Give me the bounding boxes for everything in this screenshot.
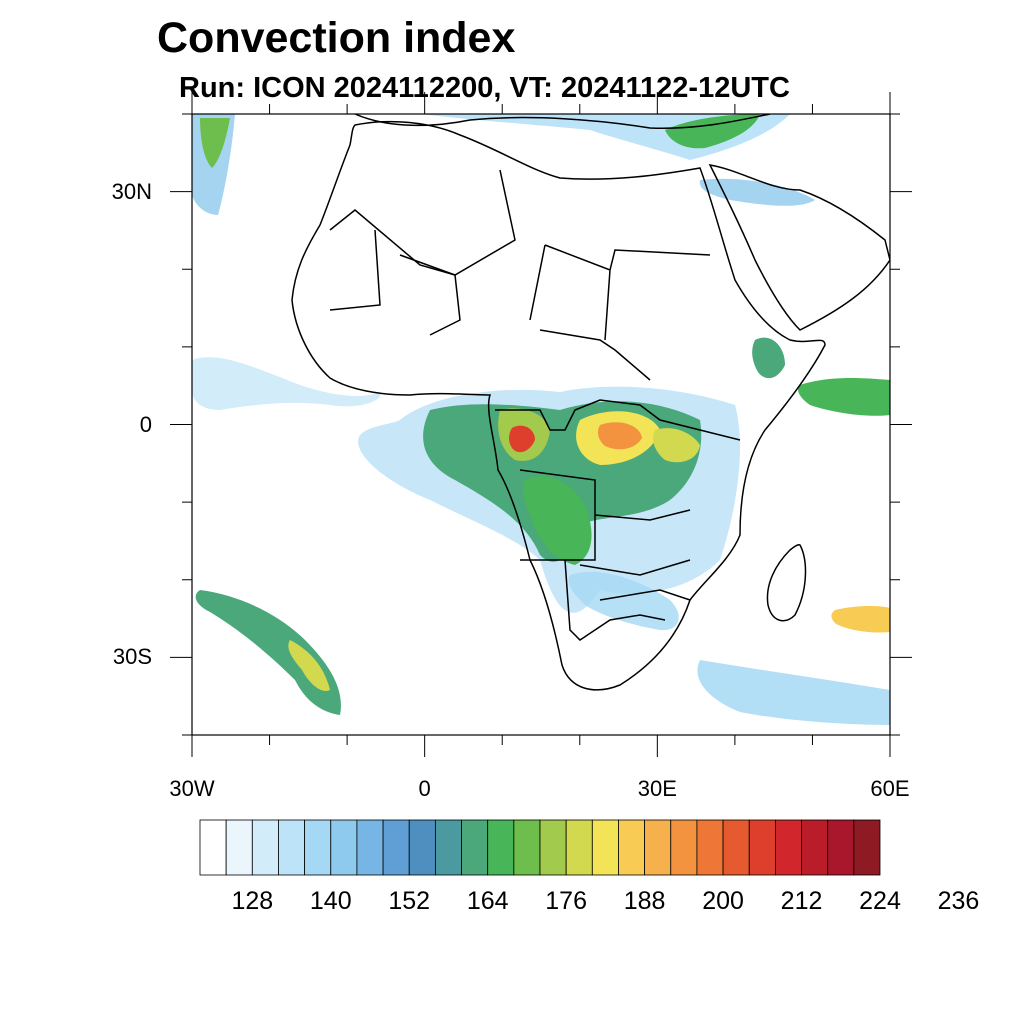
y-tick-label: 30S [112, 644, 152, 670]
colorbar-swatch [565, 819, 593, 876]
colorbar-swatch [251, 819, 279, 876]
map-title: Convection index [157, 14, 516, 62]
field-yellow-lakes [653, 428, 700, 463]
field-green-top-right [665, 114, 760, 149]
colorbar-swatch [461, 819, 489, 876]
colorbar-label: 164 [466, 887, 509, 915]
x-tick-label: 0 [418, 776, 431, 801]
field-light-south-africa [568, 571, 679, 631]
colorbar-swatch [801, 819, 829, 876]
field-green-southwest-plume [195, 590, 341, 715]
border-sahara-2 [329, 209, 651, 381]
colorbar-swatch [356, 819, 384, 876]
colorbar-swatch [748, 819, 776, 876]
colorbar-label: 200 [702, 887, 744, 915]
colorbar-swatch [278, 819, 306, 876]
field-green-east-ocean [798, 377, 890, 416]
colorbar-label: 236 [937, 887, 980, 915]
y-tick-label: 0 [139, 411, 152, 437]
colorbar-swatch [853, 819, 881, 876]
colorbar-swatch [408, 819, 436, 876]
colorbar-swatch [696, 819, 724, 876]
field-yellow-se-ocean [831, 605, 890, 633]
colorbar-label: 152 [388, 887, 431, 915]
colorbar-swatch [330, 819, 358, 876]
colorbar-swatch [513, 819, 541, 876]
colorbar [199, 819, 881, 876]
colorbar-swatch [225, 819, 253, 876]
madagascar [766, 544, 807, 622]
field-light-mideast [699, 178, 815, 206]
colorbar-swatch [539, 819, 567, 876]
field-green-angola [522, 476, 592, 565]
colorbar-swatch [618, 819, 646, 876]
colorbar-swatch [591, 819, 619, 876]
x-tick-label: 60E [870, 776, 910, 801]
colorbar-label: 224 [859, 887, 901, 915]
africa-coastline [291, 120, 826, 691]
field-light-west-atlantic [192, 357, 381, 410]
colorbar-swatch [670, 819, 698, 876]
colorbar-label: 140 [309, 887, 352, 915]
border-central [495, 399, 741, 576]
colorbar-swatch [304, 819, 332, 876]
axis-ticks [170, 92, 912, 757]
colorbar-swatch [774, 819, 802, 876]
colorbar-label: 128 [231, 887, 274, 915]
field-yellow-southwest-plume [288, 640, 330, 691]
field-light-southern-ocean [697, 660, 890, 725]
colorbar-swatch [487, 819, 515, 876]
x-tick-label: 30E [637, 776, 677, 801]
field-orange-congo-core [597, 422, 642, 450]
colorbar-swatch [644, 819, 672, 876]
x-tick-label: 30W [169, 776, 215, 801]
field-red-gabon-core [509, 425, 535, 453]
colorbar-swatch [722, 819, 750, 876]
field-green-nw-strip [200, 118, 230, 168]
colorbar-label: 176 [545, 887, 587, 915]
colorbar-label: 188 [623, 887, 666, 915]
y-tick-label: 30N [111, 178, 152, 204]
colorbar-swatch [199, 819, 227, 876]
field-green-horn [752, 337, 785, 379]
colorbar-swatch [382, 819, 410, 876]
colorbar-swatch [827, 819, 855, 876]
colorbar-label: 212 [780, 887, 823, 915]
mediterranean-north [354, 114, 771, 130]
convection-field [192, 114, 890, 725]
border-south [564, 559, 691, 641]
border-sahara-1 [329, 169, 711, 341]
arabia-coast [708, 164, 890, 331]
map-subtitle: Run: ICON 2024112200, VT: 20241122-12UTC [179, 72, 790, 104]
colorbar-swatch [434, 819, 462, 876]
coastlines-and-borders [291, 114, 890, 691]
